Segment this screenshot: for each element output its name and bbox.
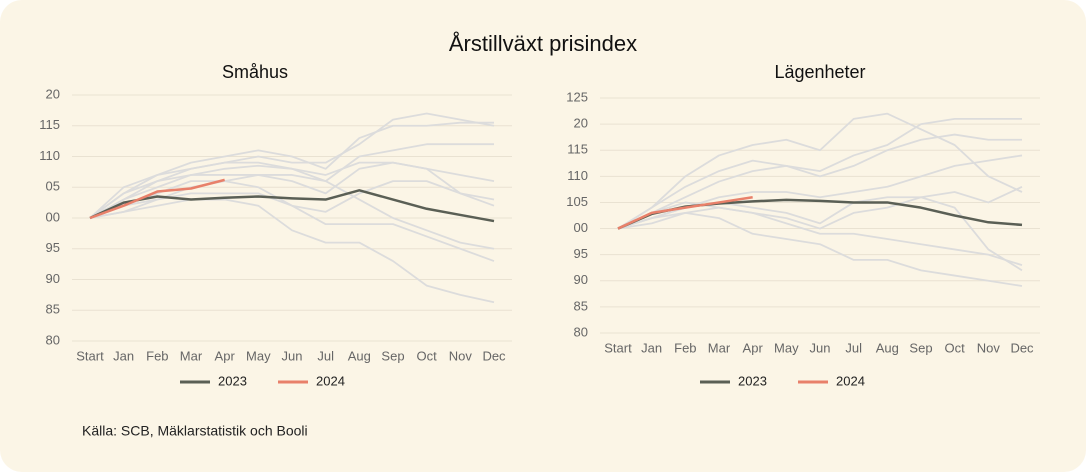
series-line bbox=[89, 189, 495, 223]
y-tick-label: 05 bbox=[46, 179, 60, 194]
history-line bbox=[89, 161, 495, 219]
x-tick-label: Aug bbox=[348, 348, 371, 363]
history-line bbox=[89, 174, 495, 250]
x-tick-label: Jan bbox=[113, 348, 134, 363]
history-line bbox=[617, 117, 1022, 230]
y-tick-label: 00 bbox=[46, 209, 60, 224]
y-tick-label: 110 bbox=[567, 168, 588, 183]
legend-label: 2023 bbox=[738, 373, 767, 388]
history-line bbox=[617, 185, 1023, 230]
x-tick-label: Feb bbox=[674, 340, 696, 355]
x-tick-label: Nov bbox=[977, 340, 1001, 355]
x-tick-label: Oct bbox=[945, 340, 966, 355]
x-tick-label: Dec bbox=[482, 348, 506, 363]
legend-label: 2023 bbox=[218, 373, 247, 388]
x-tick-label: Start bbox=[76, 348, 104, 363]
x-tick-label: Apr bbox=[215, 348, 236, 363]
history-line bbox=[617, 133, 1022, 230]
y-tick-label: 80 bbox=[574, 324, 588, 339]
x-tick-label: Apr bbox=[743, 340, 764, 355]
x-tick-label: Aug bbox=[876, 340, 899, 355]
y-tick-label: 115 bbox=[567, 142, 588, 157]
source: Källa: SCB, Mäklarstatistik och Booli bbox=[82, 423, 308, 439]
x-tick-label: Jul bbox=[317, 348, 334, 363]
x-tick-label: Sep bbox=[909, 340, 932, 355]
y-tick-label: 90 bbox=[574, 272, 588, 287]
y-tick-label: 95 bbox=[574, 246, 588, 261]
x-tick-label: Start bbox=[604, 340, 632, 355]
chart-title: Småhus bbox=[222, 62, 288, 82]
x-tick-label: Feb bbox=[146, 348, 168, 363]
y-tick-label: 00 bbox=[574, 220, 588, 235]
x-tick-label: Jun bbox=[282, 348, 303, 363]
x-tick-label: Jan bbox=[641, 340, 662, 355]
x-tick-label: Dec bbox=[1010, 340, 1034, 355]
legend-label: 2024 bbox=[836, 373, 865, 388]
y-tick-label: 110 bbox=[39, 148, 60, 163]
y-tick-label: 85 bbox=[46, 302, 60, 317]
x-tick-label: Mar bbox=[180, 348, 203, 363]
x-tick-label: Mar bbox=[708, 340, 731, 355]
y-tick-label: 85 bbox=[574, 298, 588, 313]
y-tick-label: 20 bbox=[46, 86, 60, 101]
legend-label: 2024 bbox=[316, 373, 345, 388]
x-tick-label: Jul bbox=[845, 340, 862, 355]
history-line bbox=[89, 198, 495, 304]
y-tick-label: 90 bbox=[46, 271, 60, 286]
x-tick-label: Nov bbox=[449, 348, 473, 363]
page-title: Årstillväxt prisindex bbox=[449, 31, 637, 56]
y-tick-label: 125 bbox=[566, 89, 588, 104]
x-tick-label: Oct bbox=[417, 348, 438, 363]
y-tick-label: 95 bbox=[46, 240, 60, 255]
x-tick-label: May bbox=[774, 340, 799, 355]
x-tick-label: May bbox=[246, 348, 271, 363]
y-tick-label: 80 bbox=[46, 332, 60, 347]
history-line bbox=[617, 206, 1023, 266]
chart-title: Lägenheter bbox=[774, 62, 865, 82]
x-tick-label: Jun bbox=[810, 340, 831, 355]
series-line bbox=[617, 195, 753, 230]
series-line bbox=[89, 178, 225, 220]
x-tick-label: Sep bbox=[381, 348, 404, 363]
history-line bbox=[617, 112, 1023, 230]
y-tick-label: 105 bbox=[566, 194, 588, 209]
y-tick-label: 115 bbox=[39, 117, 60, 132]
y-tick-label: 20 bbox=[574, 116, 588, 131]
